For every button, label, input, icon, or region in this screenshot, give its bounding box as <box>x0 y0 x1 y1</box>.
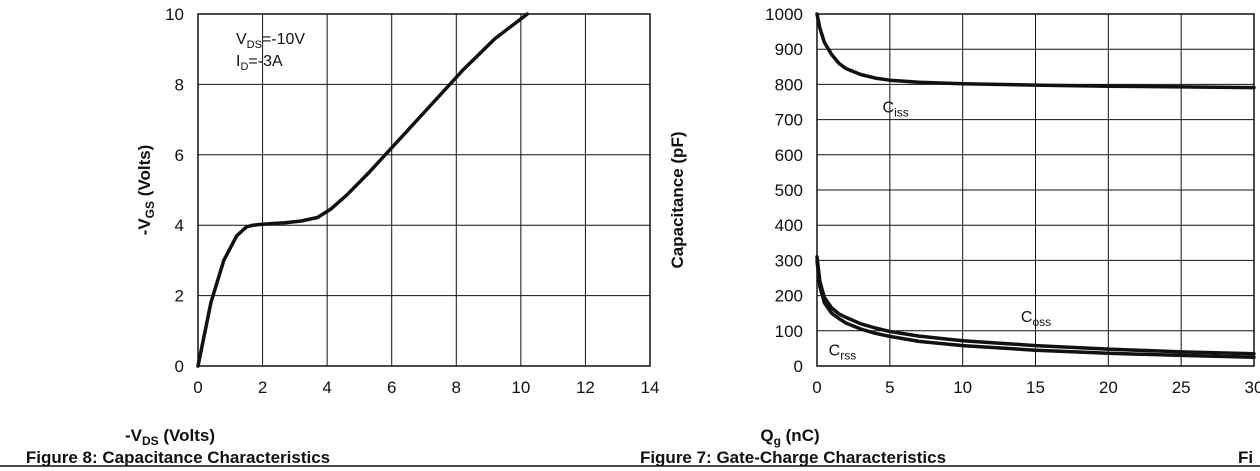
y-tick-label: 6 <box>175 146 184 165</box>
y-tick-label: 700 <box>775 111 803 130</box>
y-tick-label: 400 <box>775 216 803 235</box>
capacitance-y-axis-label: Capacitance (pF) <box>668 132 687 269</box>
y-tick-label: 4 <box>175 216 184 235</box>
series-label-sub: rss <box>840 348 856 362</box>
y-tick-label: 0 <box>794 357 803 376</box>
x-tick-label: 0 <box>812 378 821 397</box>
y-tick-label: 1000 <box>765 5 803 24</box>
y-tick-label: 8 <box>175 75 184 94</box>
id-annotation-main: I <box>236 53 240 70</box>
series-label-c-iss: Ciss <box>883 100 909 120</box>
gate-charge-x-label-main: Q <box>760 426 773 445</box>
x-tick-label: 15 <box>1026 378 1045 397</box>
capacitance-x-axis-label: -VDS (Volts) <box>125 426 215 448</box>
capacitance-x-label-main: -V <box>125 426 143 445</box>
y-tick-label: 600 <box>775 146 803 165</box>
series-label-sub: oss <box>1032 315 1051 329</box>
gate-charge-y-label-main: -V <box>135 218 154 236</box>
id-annotation-rest: =-3A <box>248 53 283 70</box>
capacitance-y-ticks: 0 100 200 300 400 500 600 700 800 900 1000 <box>765 5 803 376</box>
x-tick-label: 20 <box>1099 378 1118 397</box>
x-tick-label: 8 <box>452 378 461 397</box>
capacitance-grid <box>817 14 1254 366</box>
capacitance-x-label-sub: DS <box>142 434 159 448</box>
gate-charge-y-label-unit: (Volts) <box>135 145 154 201</box>
series-label-c-oss: Coss <box>1021 309 1051 329</box>
vds-annotation-sub: DS <box>247 39 262 51</box>
x-tick-label: 10 <box>511 378 530 397</box>
gate-charge-y-label-sub: GS <box>143 201 157 218</box>
series-c-rss-line <box>815 258 1256 359</box>
series-label-main: C <box>1021 309 1033 326</box>
gate-charge-y-axis-label: -VGS (Volts) <box>135 145 157 236</box>
gate-charge-x-label-unit: (nC) <box>781 426 820 445</box>
id-annotation-sub: D <box>240 61 248 73</box>
series-label-sub: iss <box>894 106 909 120</box>
y-tick-label: 0 <box>175 357 184 376</box>
y-tick-label: 2 <box>175 287 184 306</box>
gate-charge-x-axis-label: Qg (nC) <box>760 426 819 448</box>
x-tick-label: 6 <box>387 378 396 397</box>
y-tick-label: 500 <box>775 181 803 200</box>
capacitance-x-ticks: 0 5 10 15 20 25 30 <box>812 378 1260 397</box>
gate-charge-caption: Figure 7: Gate-Charge Characteristics <box>640 448 946 467</box>
gate-charge-x-label-sub: g <box>774 434 781 448</box>
y-tick-label: 100 <box>775 322 803 341</box>
x-tick-label: 5 <box>885 378 894 397</box>
x-tick-label: 4 <box>322 378 331 397</box>
series-c-iss-line <box>815 12 1256 90</box>
x-tick-label: 30 <box>1245 378 1260 397</box>
y-tick-label: 900 <box>775 40 803 59</box>
x-tick-label: 14 <box>641 378 660 397</box>
y-tick-label: 10 <box>165 5 184 24</box>
vds-annotation-rest: =-10V <box>262 31 305 48</box>
capacitance-x-label-unit: (Volts) <box>159 426 215 445</box>
capacitance-chart: 0 5 10 15 20 25 30 010020030040050060070080090… <box>26 5 1260 467</box>
x-tick-label: 12 <box>576 378 595 397</box>
gate-charge-plot-area <box>197 13 651 367</box>
x-tick-label: 25 <box>1172 378 1191 397</box>
capacitance-series <box>815 12 1256 359</box>
gate-charge-x-ticks: 0 2 4 6 8 10 12 14 <box>193 378 659 397</box>
y-tick-label: 300 <box>775 251 803 270</box>
vds-annotation: VDS=-10V <box>236 31 305 51</box>
x-tick-label: 10 <box>953 378 972 397</box>
series-label-main: C <box>883 100 895 117</box>
capacitance-caption: Figure 8: Capacitance Characteristics <box>26 448 330 467</box>
y-tick-label: 200 <box>775 287 803 306</box>
figure-9-caption-fragment: Fi <box>1238 448 1253 467</box>
x-tick-label: 0 <box>193 378 202 397</box>
x-tick-label: 2 <box>258 378 267 397</box>
gate-charge-y-ticks: 0 2 4 6 8 10 <box>165 5 184 376</box>
id-annotation: ID=-3A <box>236 53 283 73</box>
gate-charge-series <box>196 12 530 368</box>
series-label-main: C <box>829 342 841 359</box>
vds-annotation-main: V <box>236 31 247 48</box>
y-tick-label: 800 <box>775 75 803 94</box>
series-0-line <box>196 12 530 368</box>
series-label-c-rss: Crss <box>829 342 857 362</box>
series-c-oss-line <box>815 255 1256 356</box>
